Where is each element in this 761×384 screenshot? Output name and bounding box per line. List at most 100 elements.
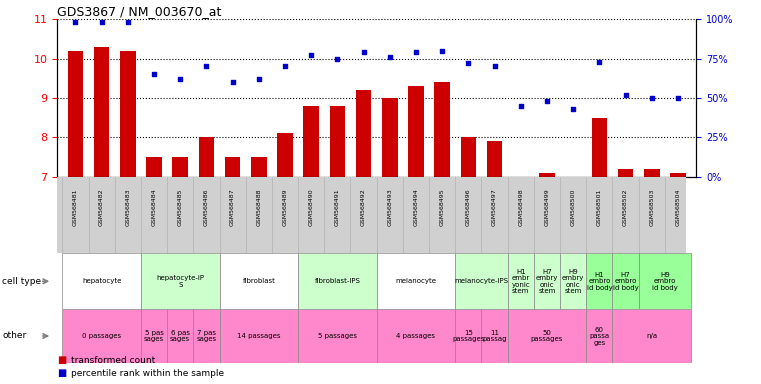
Text: cell type: cell type xyxy=(2,277,41,286)
Bar xyxy=(193,309,219,363)
Bar xyxy=(219,253,298,309)
Text: 15
passages: 15 passages xyxy=(452,330,485,342)
Bar xyxy=(487,141,502,177)
Bar xyxy=(224,157,240,177)
Text: 6 pas
sages: 6 pas sages xyxy=(170,330,190,342)
Bar xyxy=(199,137,215,177)
Bar xyxy=(560,253,586,309)
Bar xyxy=(435,82,450,177)
Bar xyxy=(382,98,398,177)
Text: H1
embro
id body: H1 embro id body xyxy=(587,272,613,291)
Point xyxy=(619,92,632,98)
Text: GSM568495: GSM568495 xyxy=(440,188,444,226)
Text: GSM568492: GSM568492 xyxy=(361,188,366,226)
Text: n/a: n/a xyxy=(646,333,658,339)
Bar xyxy=(586,309,613,363)
Bar xyxy=(141,309,167,363)
Text: H9
embry
onic
stem: H9 embry onic stem xyxy=(562,268,584,294)
Bar xyxy=(534,253,560,309)
Text: H7
embry
onic
stem: H7 embry onic stem xyxy=(536,268,558,294)
Bar xyxy=(167,309,193,363)
Text: 7 pas
sages: 7 pas sages xyxy=(196,330,216,342)
Text: GSM568493: GSM568493 xyxy=(387,188,392,226)
Text: GSM568481: GSM568481 xyxy=(73,188,78,226)
Text: 0 passages: 0 passages xyxy=(82,333,121,339)
Bar xyxy=(62,309,141,363)
Point xyxy=(253,76,265,82)
Text: transformed count: transformed count xyxy=(71,356,155,365)
Text: 50
passages: 50 passages xyxy=(530,330,563,342)
Text: H7
embro
id body: H7 embro id body xyxy=(613,272,638,291)
Text: GSM568491: GSM568491 xyxy=(335,188,340,226)
Text: GSM568489: GSM568489 xyxy=(282,188,288,226)
Bar xyxy=(172,157,188,177)
Text: H9
embro
id body: H9 embro id body xyxy=(652,272,678,291)
Text: melanocyte-IPS: melanocyte-IPS xyxy=(454,278,508,284)
Point xyxy=(122,19,134,25)
Text: melanocyte: melanocyte xyxy=(396,278,437,284)
Point xyxy=(541,98,553,104)
Text: ■: ■ xyxy=(57,355,66,365)
Point xyxy=(567,106,579,112)
Point xyxy=(436,48,448,54)
Bar xyxy=(508,253,534,309)
Text: GSM568502: GSM568502 xyxy=(623,188,628,226)
Text: GSM568490: GSM568490 xyxy=(309,188,314,226)
Bar xyxy=(670,173,686,177)
Text: other: other xyxy=(2,331,27,341)
Point xyxy=(645,95,658,101)
Text: GSM568484: GSM568484 xyxy=(151,188,157,226)
Bar xyxy=(219,309,298,363)
Point xyxy=(672,95,684,101)
Bar xyxy=(408,86,424,177)
Text: 5 passages: 5 passages xyxy=(318,333,357,339)
Point xyxy=(279,63,291,70)
Text: fibroblast: fibroblast xyxy=(242,278,275,284)
Bar xyxy=(482,309,508,363)
Bar xyxy=(460,137,476,177)
Bar xyxy=(377,309,455,363)
Text: GSM568486: GSM568486 xyxy=(204,188,209,226)
Text: ■: ■ xyxy=(57,368,66,378)
Bar xyxy=(298,253,377,309)
Point xyxy=(410,49,422,55)
Point xyxy=(331,56,343,62)
Text: GSM568499: GSM568499 xyxy=(544,188,549,226)
Point xyxy=(305,52,317,58)
Bar xyxy=(613,253,638,309)
Bar xyxy=(455,309,482,363)
Text: GSM568501: GSM568501 xyxy=(597,188,602,225)
Text: GSM568482: GSM568482 xyxy=(99,188,104,226)
Bar xyxy=(638,253,691,309)
Bar xyxy=(304,106,319,177)
Bar xyxy=(68,51,83,177)
Point xyxy=(514,103,527,109)
Text: 5 pas
sages: 5 pas sages xyxy=(144,330,164,342)
Bar xyxy=(251,157,266,177)
Bar xyxy=(644,169,660,177)
Bar xyxy=(591,118,607,177)
Text: GSM568487: GSM568487 xyxy=(230,188,235,226)
Text: GSM568498: GSM568498 xyxy=(518,188,524,226)
Text: GSM568483: GSM568483 xyxy=(126,188,130,226)
Point xyxy=(594,59,606,65)
Point xyxy=(96,19,108,25)
Text: GSM568488: GSM568488 xyxy=(256,188,261,226)
Bar xyxy=(298,309,377,363)
Bar xyxy=(455,253,508,309)
Text: GSM568496: GSM568496 xyxy=(466,188,471,226)
Text: 11
passag: 11 passag xyxy=(482,330,507,342)
Bar xyxy=(618,169,633,177)
Text: percentile rank within the sample: percentile rank within the sample xyxy=(71,369,224,378)
Text: GSM568503: GSM568503 xyxy=(649,188,654,226)
Bar xyxy=(508,309,586,363)
Bar xyxy=(613,309,691,363)
Text: 14 passages: 14 passages xyxy=(237,333,281,339)
Point xyxy=(358,49,370,55)
Bar xyxy=(146,157,162,177)
Point xyxy=(462,60,474,66)
Point xyxy=(227,79,239,85)
Point xyxy=(148,71,160,78)
Point xyxy=(489,63,501,70)
Text: 4 passages: 4 passages xyxy=(396,333,435,339)
